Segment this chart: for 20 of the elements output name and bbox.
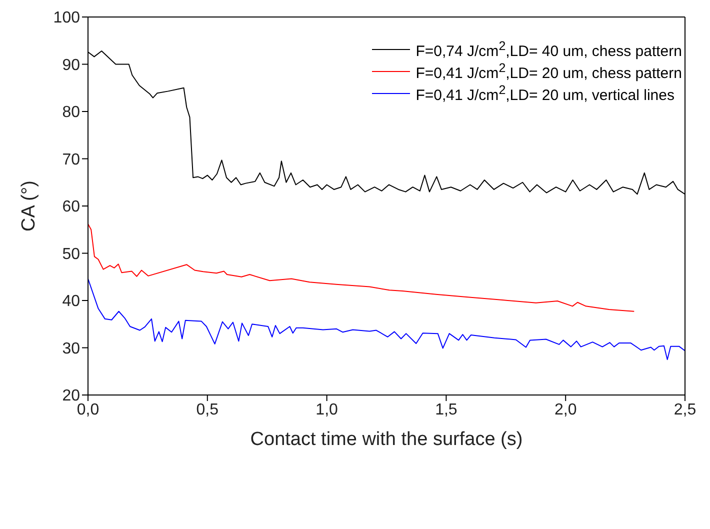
x-tick-label: 0,5	[196, 401, 219, 418]
y-tick-label: 60	[62, 198, 80, 216]
x-tick-label: 2,5	[674, 401, 696, 418]
x-tick-label: 2,0	[554, 401, 577, 418]
y-tick-label: 70	[62, 151, 80, 168]
line-series	[88, 278, 685, 360]
legend-label: F=0,41 J/cm$^{2}$,LD= 20 um, vertical lines	[416, 82, 674, 104]
line-series	[88, 223, 635, 312]
y-tick-label: 30	[62, 340, 80, 358]
x-tick-label: 1,0	[316, 401, 338, 418]
x-axis-title: Contact time with the surface (s)	[250, 429, 523, 450]
x-tick-label: 1,5	[435, 401, 458, 418]
y-tick-label: 90	[62, 56, 80, 74]
y-axis-title: CA (°)	[18, 180, 40, 232]
y-tick-label: 50	[62, 246, 80, 263]
y-tick-label: 40	[62, 293, 80, 310]
legend-label: F=0,74 J/cm$^{2}$,LD= 40 um, chess pattern	[416, 38, 682, 60]
legend-label: F=0,41 J/cm$^{2}$,LD= 20 um, chess pattern	[416, 60, 682, 82]
y-tick-label: 80	[62, 104, 80, 122]
y-tick-label: 100	[53, 10, 80, 27]
